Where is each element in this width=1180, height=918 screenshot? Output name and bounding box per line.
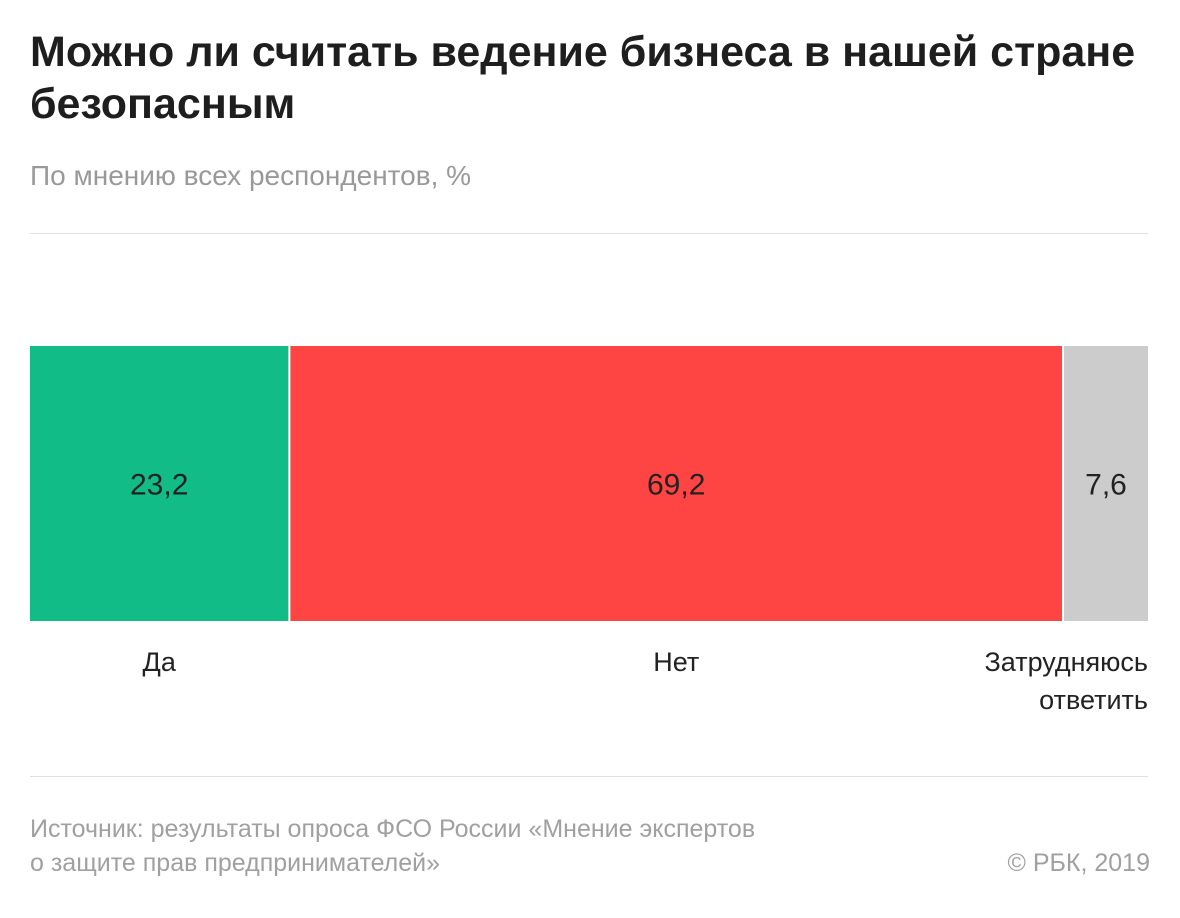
value-label: 69,2 xyxy=(647,469,705,502)
source-note: Источник: результаты опроса ФСО России «… xyxy=(30,812,930,880)
category-label: Нет xyxy=(653,647,699,677)
category-label: ответить xyxy=(1039,685,1148,715)
chart-title: Можно ли считать ведение бизнеса в нашей… xyxy=(30,28,1136,128)
value-label: 23,2 xyxy=(130,469,188,502)
bar-segment xyxy=(1064,346,1148,621)
source-line-2: о защите прав предпринимателей» xyxy=(30,849,441,877)
top-divider xyxy=(30,233,1148,234)
copyright: © РБК, 2019 xyxy=(1007,849,1150,877)
category-label: Да xyxy=(143,647,177,677)
source-line-1: Источник: результаты опроса ФСО России «… xyxy=(30,815,756,843)
bar-segment xyxy=(30,346,289,621)
chart-subtitle: По мнению всех респондентов, % xyxy=(30,160,472,191)
bottom-divider xyxy=(30,776,1148,777)
bar-segment xyxy=(290,346,1063,621)
category-label: Затрудняюсь xyxy=(984,647,1148,677)
value-label: 7,6 xyxy=(1085,469,1127,502)
